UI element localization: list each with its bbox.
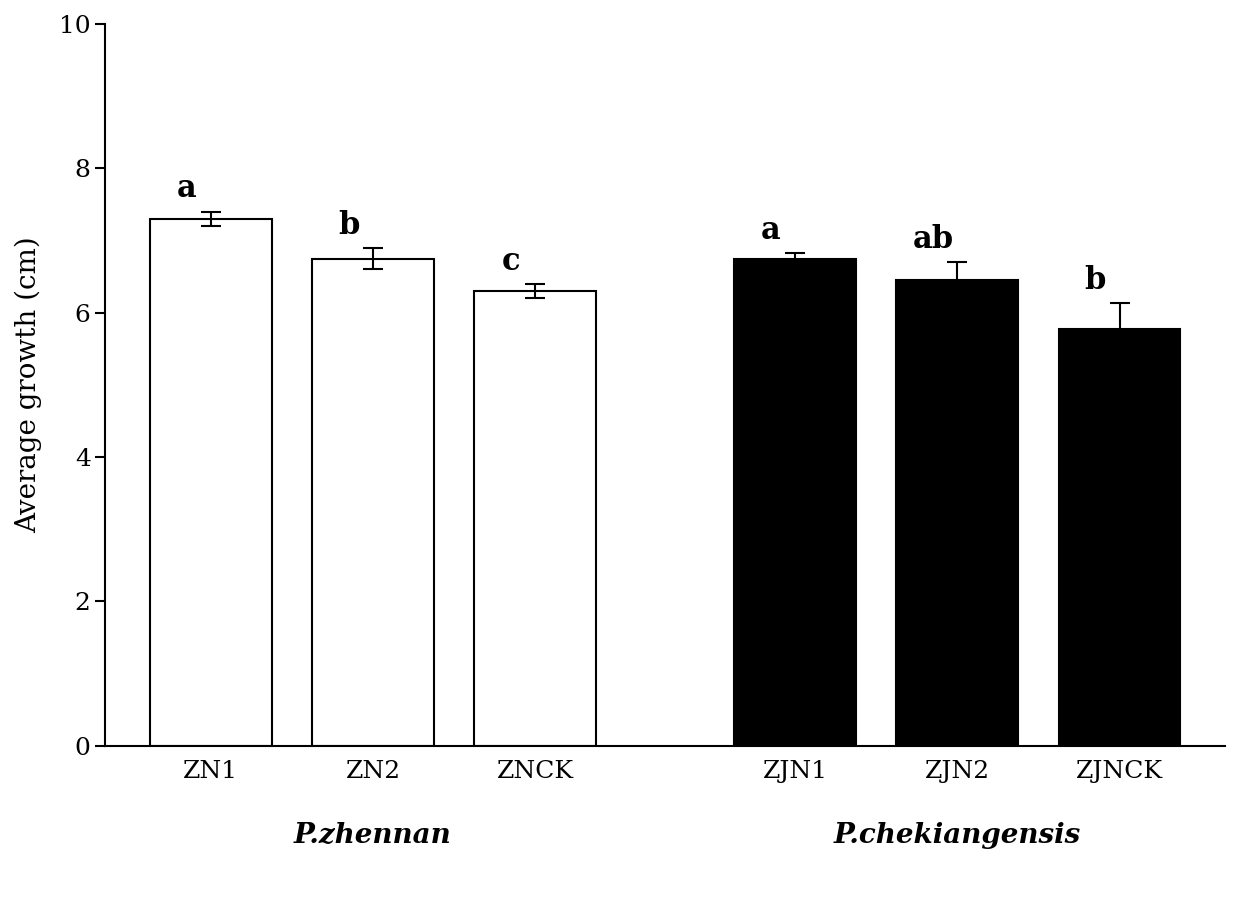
Bar (734, 259, 856, 746)
Text: a: a (176, 173, 196, 204)
Text: P.zhennan: P.zhennan (294, 822, 451, 848)
Text: ab: ab (913, 224, 954, 255)
Text: b: b (339, 210, 360, 240)
Bar (150, 219, 272, 746)
Bar (312, 259, 434, 746)
Y-axis label: Average growth (cm): Average growth (cm) (15, 237, 42, 534)
Bar (475, 291, 596, 746)
Bar (1059, 328, 1180, 746)
Text: c: c (502, 246, 521, 277)
Text: P.chekiangensis: P.chekiangensis (833, 822, 1081, 848)
Bar (897, 281, 1018, 746)
Text: a: a (760, 215, 780, 246)
Text: b: b (1085, 265, 1106, 296)
